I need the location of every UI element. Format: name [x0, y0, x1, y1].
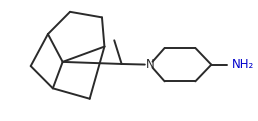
Text: NH₂: NH₂ — [232, 58, 254, 71]
Text: N: N — [146, 58, 154, 71]
